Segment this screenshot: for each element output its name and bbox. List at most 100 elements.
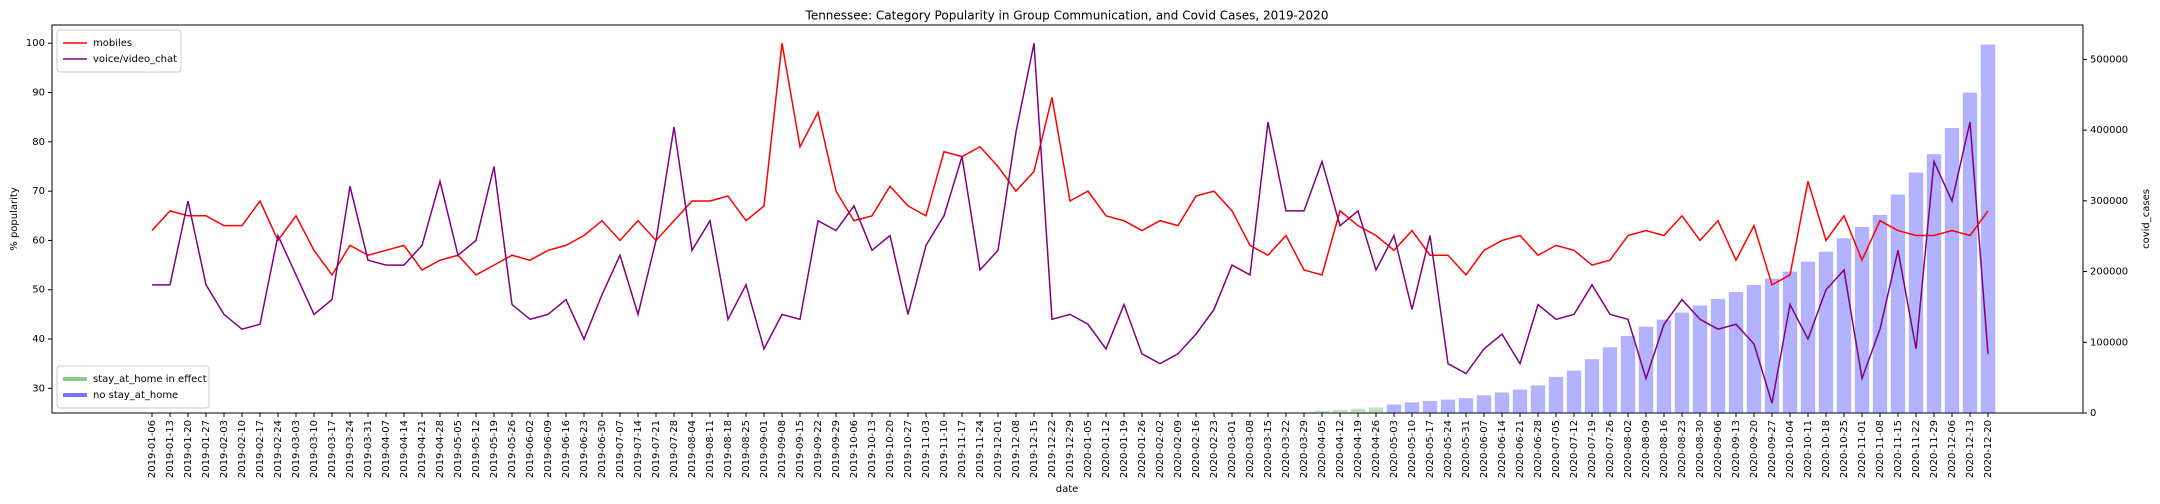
- y-axis-label: % popularity: [9, 187, 20, 251]
- x-tick-label: 2019-12-08: [1011, 420, 1022, 478]
- bar: [1332, 409, 1348, 413]
- bar: [1854, 226, 1870, 413]
- x-tick-label: 2020-12-13: [1965, 420, 1976, 478]
- bar: [1296, 412, 1312, 413]
- x-tick-label: 2020-09-13: [1731, 420, 1742, 478]
- y-tick-label: 30: [32, 383, 45, 394]
- y-tick-label: 90: [32, 88, 45, 99]
- x-tick-label: 2019-02-10: [237, 420, 248, 478]
- bar: [1962, 92, 1978, 414]
- line: [152, 43, 1989, 404]
- x-tick-label: 2019-06-16: [561, 420, 572, 478]
- x-tick-label: 2019-03-03: [291, 420, 302, 478]
- x-tick-label: 2019-07-07: [615, 420, 626, 478]
- x-tick-label: 2019-12-15: [1029, 420, 1040, 478]
- x-tick-label: 2020-07-26: [1605, 420, 1616, 478]
- x-tick-label: 2020-06-21: [1515, 420, 1526, 478]
- legend: mobiles voice/video_chat: [56, 29, 182, 73]
- y2-tick-label: 400000: [2090, 125, 2128, 136]
- x-tick-label: 2020-02-16: [1191, 420, 1202, 478]
- bar: [1908, 172, 1924, 413]
- y2-tick-label: 300000: [2090, 196, 2128, 207]
- x-tick-label: 2019-09-08: [777, 420, 788, 478]
- x-tick-label: 2020-10-04: [1785, 420, 1796, 478]
- x-tick-label: 2020-11-01: [1857, 420, 1868, 478]
- bar: [1422, 400, 1438, 413]
- y-tick-label: 80: [32, 137, 45, 148]
- x-tick-label: 2020-11-15: [1893, 420, 1904, 478]
- bar: [1584, 359, 1600, 413]
- x-tick-label: 2019-05-05: [453, 420, 464, 478]
- y2-tick-label: 0: [2090, 408, 2096, 419]
- legend-label: voice/video_chat: [93, 54, 177, 65]
- x-tick-label: 2020-09-20: [1749, 420, 1760, 478]
- y-tick-label: 70: [32, 186, 45, 197]
- x-tick-label: 2020-07-12: [1569, 420, 1580, 478]
- line: [151, 43, 1989, 286]
- x-tick-label: 2019-02-24: [273, 420, 284, 478]
- x-tick-label: 2020-05-17: [1425, 420, 1436, 478]
- x-tick-label: 2019-09-22: [813, 420, 824, 478]
- x-tick-label: 2019-03-31: [363, 420, 374, 478]
- x-tick-label: 2019-03-24: [345, 420, 356, 478]
- x-tick-label: 2020-05-31: [1461, 420, 1472, 478]
- bar: [1980, 44, 1996, 413]
- bar: [1476, 395, 1492, 413]
- y-tick-label: 60: [32, 235, 45, 246]
- bar: [1710, 299, 1726, 413]
- x-tick-label: 2020-11-29: [1929, 420, 1940, 478]
- x-tick-label: 2020-03-15: [1263, 420, 1274, 478]
- x-tick-label: 2019-10-20: [885, 420, 896, 478]
- plot-frame: [51, 24, 2084, 414]
- x-tick-label: 2019-05-12: [471, 420, 482, 478]
- x-tick-label: 2020-07-19: [1587, 420, 1598, 478]
- x-tick-label: 2019-05-26: [507, 420, 518, 478]
- x-tick-label: 2020-10-18: [1821, 420, 1832, 478]
- x-tick-label: 2020-04-19: [1353, 420, 1364, 478]
- x-tick-label: 2019-07-14: [633, 420, 644, 478]
- y2-tick-label: 500000: [2090, 54, 2128, 65]
- bar: [1728, 292, 1744, 413]
- x-tick-label: 2019-01-13: [165, 420, 176, 478]
- legend-label: stay_at_home in effect: [93, 374, 207, 385]
- legend-label: no stay_at_home: [93, 390, 178, 401]
- bar: [1548, 376, 1564, 413]
- x-tick-label: 2020-08-30: [1695, 420, 1706, 478]
- x-tick-label: 2019-04-14: [399, 420, 410, 478]
- x-tick-label: 2020-04-12: [1335, 420, 1346, 478]
- bar: [1638, 326, 1654, 413]
- y2-tick-label: 200000: [2090, 267, 2128, 278]
- x-tick-label: 2020-07-05: [1551, 420, 1562, 478]
- x-tick-label: 2019-10-06: [849, 420, 860, 478]
- bar: [1386, 404, 1402, 413]
- bar: [1692, 305, 1708, 413]
- x-tick-label: 2019-04-21: [417, 420, 428, 478]
- x-tick-label: 2019-04-28: [435, 420, 446, 478]
- x-tick-label: 2019-03-10: [309, 420, 320, 478]
- x-tick-label: 2020-06-07: [1479, 420, 1490, 478]
- bar: [1566, 370, 1582, 413]
- x-tick-label: 2020-08-02: [1623, 420, 1634, 478]
- x-tick-label: 2020-08-23: [1677, 420, 1688, 478]
- bar: [1314, 410, 1330, 413]
- y2-axis-label: covid_cases: [2141, 189, 2152, 249]
- x-tick-label: 2020-05-03: [1389, 420, 1400, 478]
- bar: [1620, 335, 1636, 413]
- x-tick-label: 2020-03-01: [1227, 420, 1238, 478]
- x-tick-label: 2020-10-25: [1839, 420, 1850, 478]
- x-tick-label: 2020-08-09: [1641, 420, 1652, 478]
- x-tick-label: 2020-02-09: [1173, 420, 1184, 478]
- bar: [1368, 407, 1384, 413]
- bar: [1602, 347, 1618, 413]
- bar: [1530, 385, 1546, 413]
- x-tick-label: 2019-01-06: [147, 420, 158, 478]
- x-tick-label: 2020-02-02: [1155, 420, 1166, 478]
- x-tick-label: 2019-12-29: [1065, 420, 1076, 478]
- x-tick-label: 2020-02-23: [1209, 420, 1220, 478]
- y-tick-label: 50: [32, 285, 45, 296]
- legend-box: [56, 29, 182, 73]
- bar: [1746, 284, 1762, 413]
- x-tick-label: 2020-03-08: [1245, 420, 1256, 478]
- x-tick-label: 2019-01-20: [183, 420, 194, 478]
